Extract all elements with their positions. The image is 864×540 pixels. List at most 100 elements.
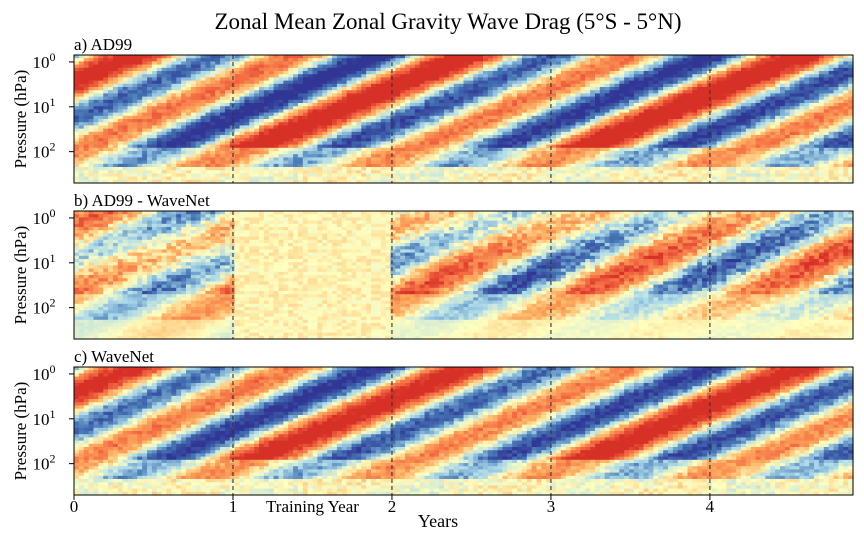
heatmap-cell <box>663 103 669 107</box>
heatmap-cell <box>137 167 143 171</box>
heatmap-cell <box>463 176 469 181</box>
heatmap-cell <box>541 141 547 146</box>
heatmap-cell <box>370 122 377 126</box>
heatmap-cell <box>658 67 664 72</box>
heatmap-cell <box>297 173 304 178</box>
heatmap-cell <box>346 128 353 133</box>
heatmap-cell <box>541 131 547 136</box>
heatmap-cell <box>341 151 348 155</box>
heatmap-cell <box>560 115 567 120</box>
heatmap-cell <box>390 154 396 158</box>
heatmap-cell <box>667 87 674 91</box>
heatmap-cell <box>453 77 460 82</box>
heatmap-cell <box>370 154 377 158</box>
heatmap-cell <box>526 170 533 174</box>
heatmap-cell <box>385 67 392 72</box>
heatmap-cell <box>536 151 542 155</box>
heatmap-cell <box>658 99 664 104</box>
heatmap-cell <box>677 115 684 120</box>
heatmap-cell <box>200 163 207 168</box>
heatmap-cell <box>88 61 95 66</box>
heatmap-cell <box>293 90 299 94</box>
heatmap-cell <box>424 99 431 104</box>
heatmap-cell <box>375 90 382 94</box>
heatmap-cell <box>122 103 129 107</box>
heatmap-cell <box>161 179 168 184</box>
heatmap-cell <box>215 141 221 146</box>
heatmap-cell <box>278 109 284 114</box>
heatmap-cell <box>263 151 270 155</box>
heatmap-cell <box>78 87 85 91</box>
heatmap-cell <box>658 71 664 75</box>
heatmap-cell <box>517 163 523 168</box>
heatmap-cell <box>556 90 562 94</box>
heatmap-cell <box>672 160 679 165</box>
heatmap-cell <box>137 74 143 78</box>
heatmap-cell <box>302 115 309 120</box>
heatmap-cell <box>560 71 567 75</box>
heatmap-cell <box>108 96 114 101</box>
heatmap-cell <box>638 74 645 78</box>
heatmap-cell <box>400 55 406 59</box>
heatmap-cell <box>536 154 542 158</box>
heatmap-cell <box>526 128 533 133</box>
heatmap-cell <box>648 87 654 91</box>
heatmap-cell <box>385 138 392 142</box>
heatmap-cell <box>599 173 606 178</box>
heatmap-cell <box>565 122 572 126</box>
heatmap-cell <box>122 112 129 117</box>
heatmap-cell <box>156 119 163 123</box>
heatmap-cell <box>171 160 177 165</box>
heatmap-cell <box>249 83 255 88</box>
heatmap-cell <box>122 90 129 94</box>
heatmap-cell <box>653 179 659 184</box>
heatmap-cell <box>161 141 168 146</box>
heatmap-cell <box>205 135 211 139</box>
heatmap-cell <box>594 109 601 114</box>
heatmap-cell <box>536 138 542 142</box>
heatmap-cell <box>405 115 411 120</box>
heatmap-cell <box>551 109 557 114</box>
heatmap-cell <box>259 144 265 149</box>
heatmap-cell <box>112 93 119 98</box>
heatmap-cell <box>268 90 275 94</box>
heatmap-cell <box>171 128 177 133</box>
heatmap-cell <box>263 67 270 72</box>
heatmap-cell <box>127 160 134 165</box>
heatmap-cell <box>220 131 226 136</box>
heatmap-cell <box>351 179 357 184</box>
heatmap-cell <box>560 74 567 78</box>
heatmap-cell <box>341 74 348 78</box>
heatmap-cell <box>531 160 538 165</box>
heatmap-cell <box>244 99 250 104</box>
heatmap-cell <box>297 64 304 69</box>
heatmap-cell <box>439 173 445 178</box>
heatmap-cell <box>570 64 577 69</box>
heatmap-cell <box>590 64 596 69</box>
heatmap-cell <box>604 135 611 139</box>
heatmap-cell <box>536 61 542 66</box>
heatmap-cell <box>409 61 416 66</box>
heatmap-cell <box>380 151 387 155</box>
heatmap-cell <box>224 135 231 139</box>
heatmap-cell <box>127 141 134 146</box>
heatmap-cell <box>112 138 119 142</box>
heatmap-cell <box>453 71 460 75</box>
heatmap-cell <box>132 106 138 110</box>
heatmap-cell <box>604 176 611 181</box>
heatmap-cell <box>629 99 635 104</box>
heatmap-cell <box>653 125 659 130</box>
heatmap-cell <box>278 138 284 142</box>
heatmap-cell <box>98 122 104 126</box>
heatmap-cell <box>112 80 119 85</box>
heatmap-cell <box>424 176 431 181</box>
heatmap-cell <box>478 170 484 174</box>
heatmap-cell <box>78 125 85 130</box>
heatmap-cell <box>599 144 606 149</box>
heatmap-cell <box>254 93 260 98</box>
heatmap-cell <box>83 173 90 178</box>
heatmap-cell <box>239 87 246 91</box>
heatmap-cell <box>83 103 90 107</box>
heatmap-cell <box>409 167 416 171</box>
heatmap-cell <box>83 55 90 59</box>
